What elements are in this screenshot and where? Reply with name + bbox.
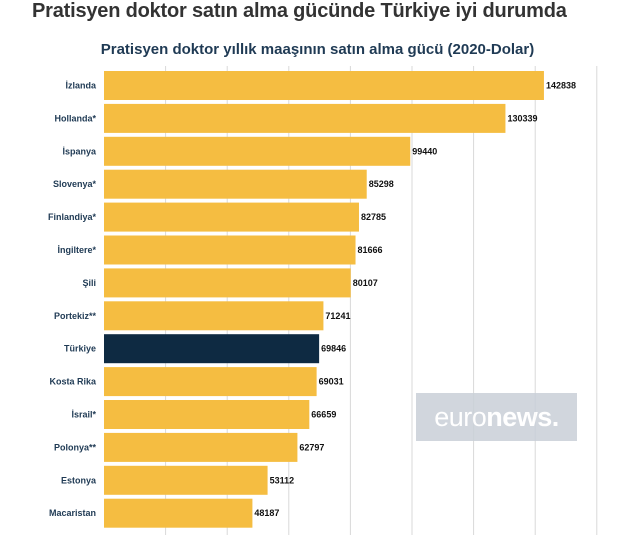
bar-6: [104, 268, 351, 298]
value-label-4: 82785: [361, 212, 386, 222]
value-label-11: 62797: [299, 442, 324, 452]
value-label-1: 130339: [507, 113, 537, 123]
category-label-13: Macaristan: [49, 508, 96, 518]
value-label-2: 99440: [412, 146, 437, 156]
category-label-5: İngiltere*: [57, 245, 96, 255]
bar-0: [104, 71, 544, 100]
value-label-13: 48187: [254, 508, 279, 518]
value-label-9: 69031: [319, 377, 344, 387]
value-label-5: 81666: [358, 245, 383, 255]
bar-3: [104, 169, 367, 199]
value-label-7: 71241: [325, 311, 350, 321]
chart-title: Pratisyen doktor yıllık maaşının satın a…: [100, 41, 535, 58]
bar-8: [104, 334, 320, 364]
euronews-logo: euronews.: [416, 393, 577, 441]
value-label-6: 80107: [353, 278, 378, 288]
bar-4: [104, 202, 359, 232]
category-label-10: İsrail*: [71, 410, 96, 420]
value-label-3: 85298: [369, 179, 394, 189]
logo-part-2: news.: [486, 401, 559, 432]
value-label-12: 53112: [270, 475, 295, 485]
headline: Pratisyen doktor satın alma gücünde Türk…: [32, 0, 567, 22]
category-label-3: Slovenya*: [53, 179, 97, 189]
bar-7: [104, 301, 324, 331]
category-label-0: İzlanda: [65, 81, 97, 91]
grid-lines: [165, 66, 598, 535]
logo-text: euronews.: [434, 402, 559, 433]
category-label-8: Türkiye: [64, 344, 96, 354]
category-label-1: Hollanda*: [54, 113, 96, 123]
labels: İzlanda 142838 Hollanda* 130339 İspanya 99440…: [48, 81, 576, 519]
bar-13: [104, 498, 253, 528]
bar-9: [104, 367, 317, 397]
category-label-7: Portekiz**: [54, 311, 97, 321]
value-label-8: 69846: [321, 344, 346, 354]
category-label-9: Kosta Rika: [49, 377, 97, 387]
bars: [104, 71, 544, 528]
category-label-2: İspanya: [62, 146, 97, 156]
bar-11: [104, 432, 298, 462]
category-label-12: Estonya: [61, 475, 97, 485]
bar-2: [104, 136, 411, 166]
bar-1: [104, 103, 506, 133]
category-label-6: Şili: [82, 278, 96, 288]
bar-5: [104, 235, 356, 265]
value-label-10: 66659: [311, 410, 336, 420]
category-label-4: Finlandiya*: [48, 212, 97, 222]
category-label-11: Polonya**: [54, 442, 97, 452]
bar-10: [104, 400, 310, 429]
logo-part-1: euro: [434, 401, 487, 432]
bar-12: [104, 465, 268, 495]
value-label-0: 142838: [546, 81, 576, 91]
